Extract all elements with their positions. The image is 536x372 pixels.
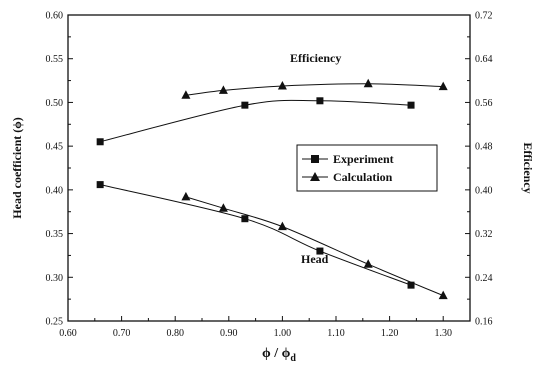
y-left-tick-label: 0.30	[46, 273, 64, 284]
point-calculation-head	[277, 221, 287, 231]
y-left-tick-label: 0.40	[46, 185, 64, 196]
y-axis-left-title: Head coefficient (ϕ)	[10, 117, 24, 218]
point-experiment-head	[407, 281, 415, 289]
point-experiment-efficiency	[316, 97, 324, 105]
point-calculation-head	[438, 290, 448, 300]
y-right-tick-label: 0.48	[475, 142, 493, 153]
data-curves	[100, 83, 444, 297]
point-experiment-head	[96, 181, 104, 189]
x-axis-title: ϕ / ϕd	[262, 346, 296, 364]
x-tick-label: 0.60	[59, 328, 77, 339]
series-line-calculation-efficiency	[185, 83, 444, 96]
y-left-tick-label: 0.50	[46, 98, 64, 109]
y-right-tick-label: 0.16	[475, 317, 493, 328]
y-axis-right-title: Efficiency	[521, 142, 535, 193]
legend-box	[296, 144, 438, 192]
y-right-tick-label: 0.40	[475, 185, 493, 196]
legend-marker-square	[311, 155, 319, 163]
axis-ticks: 0.60 0.70 0.80 0.90 1.00 1.10 1.20 1.30 0.25 0.30…	[46, 11, 493, 340]
point-calculation-efficiency	[438, 81, 448, 91]
series-line-calculation-head	[185, 196, 444, 297]
annotation-head: Head	[301, 252, 329, 266]
point-calculation-efficiency	[277, 81, 287, 90]
y-right-tick-label: 0.64	[475, 54, 493, 65]
series-line-experiment-efficiency	[100, 99, 412, 143]
series-line-experiment-head	[100, 184, 412, 286]
y-left-tick-label: 0.25	[46, 317, 64, 328]
point-calculation-efficiency	[363, 78, 373, 88]
y-right-tick-label: 0.32	[475, 229, 493, 240]
y-left-tick-label: 0.35	[46, 229, 64, 240]
x-tick-label: 1.20	[381, 328, 399, 339]
point-calculation-head	[181, 191, 191, 201]
point-experiment-efficiency	[241, 101, 249, 109]
legend-label-experiment: Experiment	[333, 152, 394, 166]
legend-marker-triangle	[310, 172, 320, 181]
x-tick-label: 0.80	[166, 328, 184, 339]
annotation-efficiency: Efficiency	[290, 51, 341, 65]
y-left-tick-label: 0.55	[46, 54, 64, 65]
point-calculation-efficiency	[218, 85, 228, 94]
y-right-tick-label: 0.72	[475, 11, 493, 22]
legend-label-calculation: Calculation	[333, 170, 393, 184]
x-axis-title-subscript: d	[290, 353, 296, 364]
x-tick-label: 0.70	[113, 328, 131, 339]
y-left-tick-label: 0.45	[46, 142, 64, 153]
point-experiment-efficiency	[407, 101, 415, 109]
point-experiment-head	[316, 247, 324, 255]
point-calculation-efficiency	[181, 90, 191, 99]
y-right-tick-label: 0.56	[475, 98, 493, 109]
point-experiment-efficiency	[96, 138, 104, 146]
x-axis-title-main: ϕ / ϕ	[262, 346, 291, 361]
x-tick-label: 1.30	[434, 328, 452, 339]
data-markers	[96, 78, 448, 300]
point-calculation-head	[363, 259, 373, 268]
x-tick-label: 1.10	[327, 328, 345, 339]
y-right-tick-label: 0.24	[475, 273, 493, 284]
point-calculation-head	[218, 203, 228, 212]
x-tick-label: 1.00	[274, 328, 292, 339]
point-experiment-head	[241, 215, 249, 223]
y-left-tick-label: 0.60	[46, 11, 64, 22]
x-tick-label: 0.90	[220, 328, 238, 339]
legend: Experiment Calculation	[296, 144, 438, 192]
